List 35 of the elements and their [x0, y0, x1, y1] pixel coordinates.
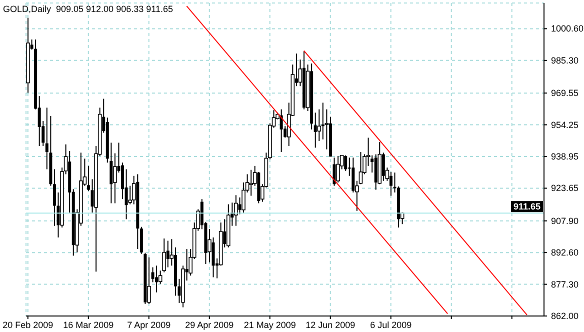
- x-tick-label: 29 Apr 2009: [185, 320, 234, 330]
- y-tick-label: 923.65: [551, 183, 579, 194]
- y-tick-label: 907.90: [551, 216, 579, 226]
- candlestick: [332, 157, 336, 186]
- x-tick-label: 20 Feb 2009: [2, 320, 54, 330]
- candlestick: [147, 256, 151, 304]
- candlestick: [212, 236, 215, 278]
- x-tick-label: 7 Apr 2009: [127, 320, 171, 330]
- y-tick-label: 877.30: [551, 279, 579, 290]
- candlestick: [155, 265, 158, 293]
- y-tick-label: 1000.60: [551, 24, 584, 34]
- y-tick-label: 985.30: [551, 55, 579, 66]
- candlestick: [249, 169, 253, 196]
- candlestick: [389, 171, 392, 196]
- candlestick: [336, 155, 340, 184]
- candlestick: [344, 154, 348, 172]
- x-tick-label: 6 Jul 2009: [370, 320, 412, 330]
- chart-title: GOLD,Daily 909.05 912.00 906.33 911.65: [3, 4, 173, 14]
- ref-line-label: 911.65: [513, 202, 541, 212]
- y-tick-label: 862.00: [551, 311, 579, 321]
- y-tick-label: 969.55: [551, 88, 579, 98]
- candlestick: [352, 157, 355, 193]
- candlestick: [140, 226, 143, 254]
- candlestick: [234, 194, 238, 226]
- candlestick: [124, 168, 128, 220]
- y-tick-label: 938.95: [551, 151, 579, 162]
- x-tick-label: 12 Jun 2009: [306, 320, 356, 330]
- candlestick: [86, 165, 90, 192]
- candlestick: [314, 112, 317, 148]
- candlestick: [166, 240, 170, 268]
- x-tick-label: 21 May 2009: [244, 320, 296, 330]
- candlestick: [382, 152, 385, 182]
- x-tick-label: 16 Mar 2009: [63, 320, 114, 330]
- y-tick-label: 954.25: [551, 120, 579, 130]
- y-tick-label: 892.60: [551, 248, 579, 258]
